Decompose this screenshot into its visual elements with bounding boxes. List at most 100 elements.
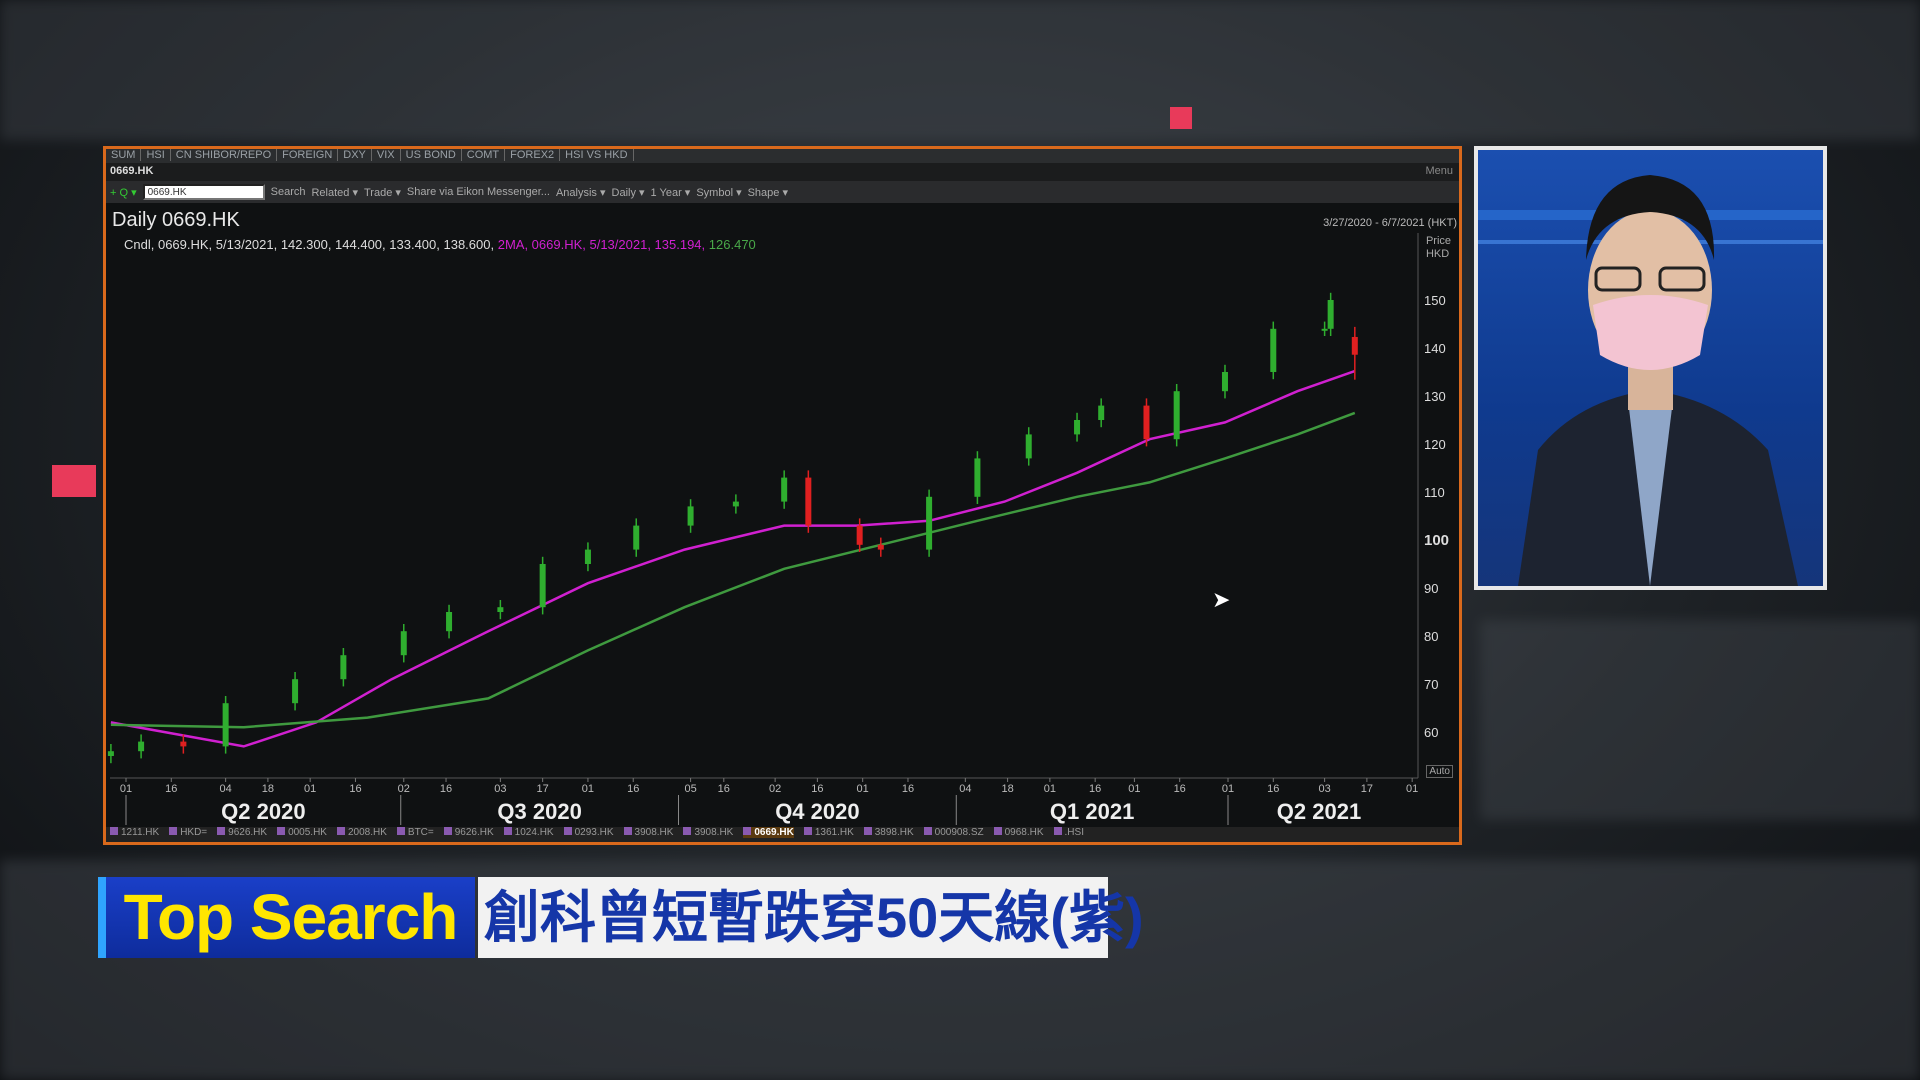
- x-tick-label: 17: [537, 783, 549, 795]
- toolbar-item[interactable]: Trade ▾: [363, 186, 401, 199]
- top-tab[interactable]: HSI VS HKD: [560, 149, 634, 161]
- y-tick-label: 120: [1424, 437, 1446, 452]
- candle-body: [1221, 372, 1228, 392]
- toolbar-item[interactable]: Analysis ▾: [555, 186, 606, 199]
- candle-body: [1025, 434, 1032, 459]
- x-tick-label: 16: [440, 783, 452, 795]
- auto-scale-button[interactable]: Auto: [1426, 765, 1453, 778]
- x-tick-label: 16: [1089, 783, 1101, 795]
- x-tick-label: 16: [349, 783, 361, 795]
- candle-body: [1327, 300, 1334, 329]
- bottom-tab[interactable]: 9626.HK: [217, 827, 267, 838]
- x-tick-label: 18: [262, 783, 274, 795]
- candle-body: [1143, 405, 1150, 440]
- presenter-image: [1478, 175, 1823, 586]
- x-tick-label: 16: [627, 783, 639, 795]
- bottom-tab[interactable]: 9626.HK: [444, 827, 494, 838]
- candle-body: [138, 741, 145, 752]
- decorative-cube: [1170, 107, 1192, 129]
- bottom-tab[interactable]: 3908.HK: [683, 827, 733, 838]
- ric-input[interactable]: [142, 184, 265, 200]
- bottom-tab[interactable]: 3898.HK: [864, 827, 914, 838]
- bottom-tab[interactable]: 0968.HK: [994, 827, 1044, 838]
- caption-brand: Top Search: [98, 877, 475, 958]
- toolbar-item[interactable]: Related ▾: [311, 186, 358, 199]
- top-tab[interactable]: HSI: [141, 149, 171, 161]
- chart-title: Daily 0669.HK: [112, 209, 240, 231]
- bottom-tab[interactable]: 2008.HK: [337, 827, 387, 838]
- x-tick-label: 04: [220, 783, 232, 795]
- top-tab[interactable]: SUM: [106, 149, 142, 161]
- candle-body: [1173, 391, 1180, 440]
- y-tick-label: 80: [1424, 629, 1438, 644]
- legend-ma2: 126.470: [708, 237, 756, 252]
- quarter-label: Q2 2021: [1277, 799, 1361, 824]
- x-tick-label: 16: [1267, 783, 1279, 795]
- top-tab[interactable]: FOREIGN: [277, 149, 339, 161]
- top-tab-strip: SUM HSI CN SHIBOR/REPO FOREIGN DXY VIX US BOND…: [106, 149, 1459, 163]
- candle-body: [732, 501, 739, 507]
- window-titlebar: 0669.HK Menu: [106, 163, 1459, 181]
- top-tab[interactable]: US BOND: [400, 149, 462, 161]
- bottom-tab[interactable]: 000908.SZ: [924, 827, 984, 838]
- legend-ma: 2MA, 0669.HK, 5/13/2021, 135.194,: [497, 237, 706, 252]
- x-tick-label: 01: [1044, 783, 1056, 795]
- quarter-label: Q1 2021: [1050, 799, 1134, 824]
- menu-button[interactable]: Menu: [1425, 165, 1453, 177]
- bottom-tab[interactable]: 0669.HK: [743, 827, 794, 838]
- candle-body: [222, 703, 229, 747]
- y-tick-label: 70: [1424, 677, 1438, 692]
- bottom-tab[interactable]: 0293.HK: [564, 827, 614, 838]
- candle-body: [446, 612, 453, 632]
- bottom-tab[interactable]: .HSI: [1054, 827, 1084, 838]
- x-tick-label: 16: [1174, 783, 1186, 795]
- candle-body: [180, 741, 187, 747]
- candle-body: [805, 477, 812, 526]
- toolbar-item[interactable]: Search: [270, 186, 306, 198]
- candle-body: [633, 525, 640, 550]
- y-tick-label: 60: [1424, 725, 1438, 740]
- bottom-tab[interactable]: 1024.HK: [504, 827, 554, 838]
- bottom-tab-strip: 1211.HK HKD= 9626.HK 0005.HK 2008.HK BTC= 9626…: [106, 827, 1459, 842]
- candle-body: [1351, 336, 1358, 355]
- x-tick-label: 01: [1406, 783, 1418, 795]
- candle-body: [539, 564, 546, 608]
- x-tick-label: 16: [811, 783, 823, 795]
- x-tick-label: 16: [165, 783, 177, 795]
- bottom-tab[interactable]: 0005.HK: [277, 827, 327, 838]
- candle-body: [1098, 405, 1105, 420]
- top-tab[interactable]: COMT: [461, 149, 506, 161]
- add-icon[interactable]: + Q ▾: [110, 186, 137, 199]
- top-tab[interactable]: CN SHIBOR/REPO: [170, 149, 278, 161]
- toolbar-item[interactable]: 1 Year ▾: [650, 186, 691, 199]
- bottom-tab[interactable]: 1361.HK: [804, 827, 854, 838]
- bottom-tab[interactable]: 1211.HK: [110, 827, 159, 838]
- decorative-cube: [52, 465, 96, 497]
- x-tick-label: 01: [582, 783, 594, 795]
- x-tick-label: 01: [120, 783, 132, 795]
- toolbar-item[interactable]: Daily ▾: [611, 186, 645, 199]
- top-tab[interactable]: VIX: [371, 149, 401, 161]
- top-tab[interactable]: DXY: [338, 149, 372, 161]
- x-tick-label: 03: [1318, 783, 1330, 795]
- top-tab[interactable]: FOREX2: [505, 149, 561, 161]
- mouse-cursor-icon: ➤: [1212, 587, 1231, 612]
- bottom-tab[interactable]: BTC=: [397, 827, 434, 838]
- price-axis-header: Price HKD: [1426, 235, 1451, 261]
- toolbar-item[interactable]: Shape ▾: [747, 186, 788, 199]
- toolbar-item[interactable]: Symbol ▾: [696, 186, 742, 199]
- x-tick-label: 03: [494, 783, 506, 795]
- candle-body: [400, 631, 407, 656]
- x-tick-label: 01: [1222, 783, 1234, 795]
- candle-body: [974, 458, 981, 497]
- x-tick-label: 16: [718, 783, 730, 795]
- moving-average-line: [110, 411, 1356, 729]
- bottom-tab[interactable]: HKD=: [169, 827, 207, 838]
- caption-headline: 創科曾短暫跌穿50天線(紫): [478, 877, 1144, 958]
- bottom-tab[interactable]: 3908.HK: [624, 827, 674, 838]
- toolbar-item[interactable]: Share via Eikon Messenger...: [406, 186, 550, 198]
- candle-body: [340, 655, 347, 680]
- candle-body: [926, 496, 933, 550]
- x-tick-label: 05: [684, 783, 696, 795]
